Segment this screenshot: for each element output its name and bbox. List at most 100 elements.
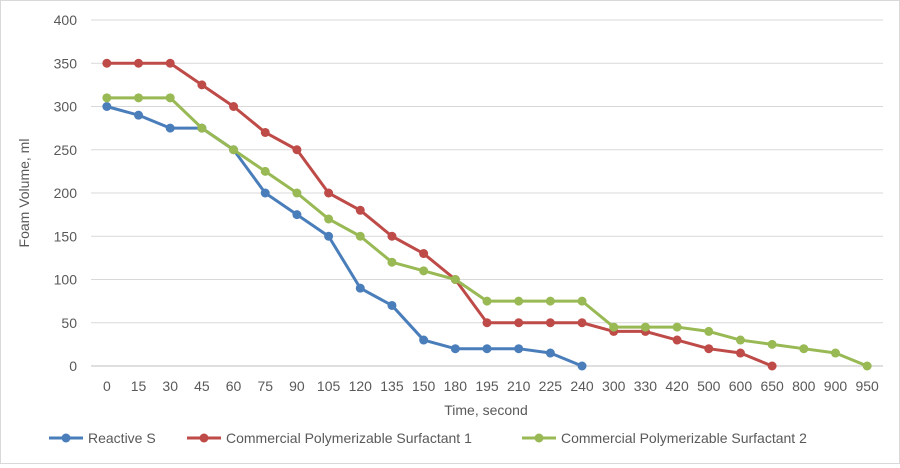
data-point [355,231,365,241]
series-1 [102,102,587,371]
data-point [387,231,397,241]
data-point [102,102,112,111]
y-tick-label: 0 [69,358,77,374]
data-point [577,361,587,371]
data-point [419,335,429,345]
legend-item: Commercial Polymerizable Surfactant 2 [522,430,807,446]
x-tick-label: 0 [103,378,111,394]
data-point [134,93,144,103]
data-point [355,205,365,215]
data-point [165,123,175,133]
x-tick-label: 90 [289,378,305,394]
y-tick-label: 200 [54,185,78,201]
gridlines [91,19,883,367]
x-tick-label: 950 [855,378,879,394]
data-point [799,344,809,354]
data-point [514,318,524,328]
x-tick-label: 75 [257,378,273,394]
series-2 [102,58,777,371]
x-tick-label: 15 [131,378,147,394]
data-point [102,58,112,68]
y-axis-ticks: 0 50 100 150 200 250 300 350 400 [54,12,78,374]
x-axis-ticks: 0 15 30 45 60 75 90 105 120 135 150 180 195 210 225 240… [103,378,879,394]
data-point [260,188,270,198]
data-point [102,93,112,103]
data-point [577,296,587,306]
data-point [672,335,682,345]
y-tick-label: 300 [54,99,78,115]
data-point [292,210,302,220]
y-tick-label: 400 [54,12,78,28]
data-point [324,188,334,198]
data-point [735,335,745,345]
legend-item: Reactive S [49,430,156,446]
data-point [197,80,207,90]
x-tick-label: 800 [792,378,816,394]
legend-swatch-marker [61,433,71,443]
data-point [260,127,270,137]
data-point [450,344,460,354]
data-point [292,188,302,198]
legend-swatch-marker [199,433,209,443]
data-point [482,318,492,328]
series-lines [102,58,872,371]
data-point [862,361,872,371]
data-point [419,266,429,276]
data-point [767,339,777,349]
data-point [577,318,587,328]
data-point [324,231,334,241]
x-tick-label: 330 [634,378,658,394]
y-tick-label: 250 [54,142,78,158]
x-tick-label: 650 [760,378,784,394]
legend-item: Commercial Polymerizable Surfactant 1 [187,430,472,446]
data-point [545,296,555,306]
data-point [672,322,682,332]
data-point [482,344,492,354]
y-axis-title: Foam Volume, ml [16,139,32,248]
x-tick-label: 300 [602,378,626,394]
data-point [545,348,555,358]
series-line [105,105,584,368]
x-tick-label: 45 [194,378,210,394]
data-point [514,344,524,354]
data-point [387,257,397,267]
data-point [134,58,144,68]
data-point [197,123,207,133]
legend-label: Reactive S [88,430,156,446]
data-point [514,296,524,306]
x-tick-label: 420 [665,378,689,394]
data-point [292,145,302,155]
legend-label: Commercial Polymerizable Surfactant 2 [561,430,807,446]
data-point [609,322,619,332]
y-tick-label: 50 [61,315,77,331]
x-tick-label: 240 [570,378,594,394]
data-point [450,275,460,284]
data-point [830,348,840,358]
x-tick-label: 105 [317,378,341,394]
x-tick-label: 135 [380,378,404,394]
data-point [767,361,777,371]
y-tick-label: 150 [54,228,78,244]
x-tick-label: 210 [507,378,531,394]
data-point [260,166,270,176]
data-point [387,300,397,310]
x-tick-label: 150 [412,378,436,394]
x-tick-label: 900 [824,378,848,394]
data-point [165,58,175,68]
x-tick-label: 30 [162,378,178,394]
data-point [229,102,239,111]
y-tick-label: 100 [54,272,78,288]
x-tick-label: 600 [729,378,753,394]
y-tick-label: 350 [54,55,78,71]
x-tick-label: 120 [349,378,373,394]
x-tick-label: 60 [226,378,242,394]
data-point [419,249,429,259]
x-tick-label: 225 [539,378,563,394]
series-3 [102,93,872,371]
data-point [545,318,555,328]
data-point [165,93,175,103]
data-point [229,145,239,155]
data-point [482,296,492,306]
